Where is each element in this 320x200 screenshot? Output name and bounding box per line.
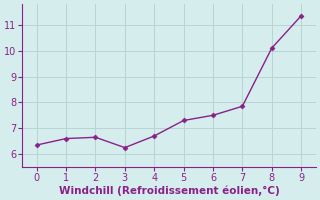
X-axis label: Windchill (Refroidissement éolien,°C): Windchill (Refroidissement éolien,°C) xyxy=(59,185,279,196)
